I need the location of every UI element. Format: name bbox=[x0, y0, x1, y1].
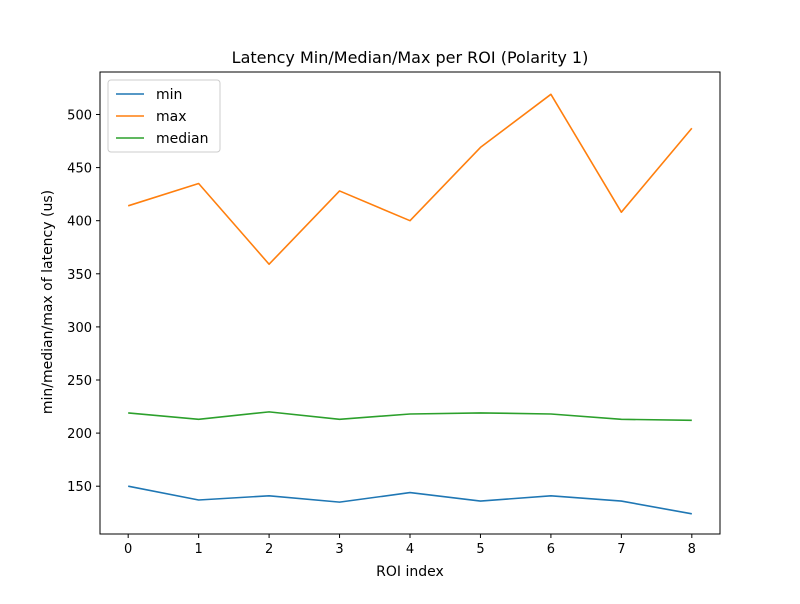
x-tick-label: 7 bbox=[617, 542, 625, 557]
legend-box bbox=[107, 79, 221, 153]
series-line-median bbox=[128, 411, 692, 422]
x-axis-label: ROI index bbox=[376, 564, 444, 580]
x-tick-label: 6 bbox=[547, 542, 555, 557]
x-tick-label: 8 bbox=[688, 542, 696, 557]
y-tick-label: 450 bbox=[67, 162, 92, 177]
x-tick-label: 0 bbox=[124, 542, 132, 557]
legend-label-median: median bbox=[156, 131, 208, 147]
y-tick-label: 250 bbox=[67, 374, 92, 389]
y-tick-label: 500 bbox=[67, 108, 92, 123]
x-tick-label: 1 bbox=[194, 542, 202, 557]
y-tick-label: 400 bbox=[67, 215, 92, 230]
series-line-max bbox=[127, 93, 693, 266]
x-tick-label: 2 bbox=[265, 542, 273, 557]
x-tick-label: 3 bbox=[335, 542, 343, 557]
y-tick-label: 200 bbox=[67, 427, 92, 442]
x-tick-label: 5 bbox=[476, 542, 484, 557]
y-tick-label: 150 bbox=[67, 480, 92, 495]
legend-label-max: max bbox=[156, 109, 187, 125]
plot-area: 0 1 2 3 4 5 6 7 8 150 200 250 300 350 400 450 500 min max m… bbox=[67, 71, 721, 557]
y-tick-label: 300 bbox=[67, 321, 92, 336]
legend-label-min: min bbox=[156, 87, 182, 103]
y-tick-label: 350 bbox=[67, 268, 92, 283]
y-axis-label: min/median/max of latency (us) bbox=[40, 190, 56, 414]
x-tick-label: 4 bbox=[406, 542, 414, 557]
chart-title: Latency Min/Median/Max per ROI (Polarity… bbox=[232, 48, 589, 67]
series-line-min bbox=[128, 485, 692, 515]
